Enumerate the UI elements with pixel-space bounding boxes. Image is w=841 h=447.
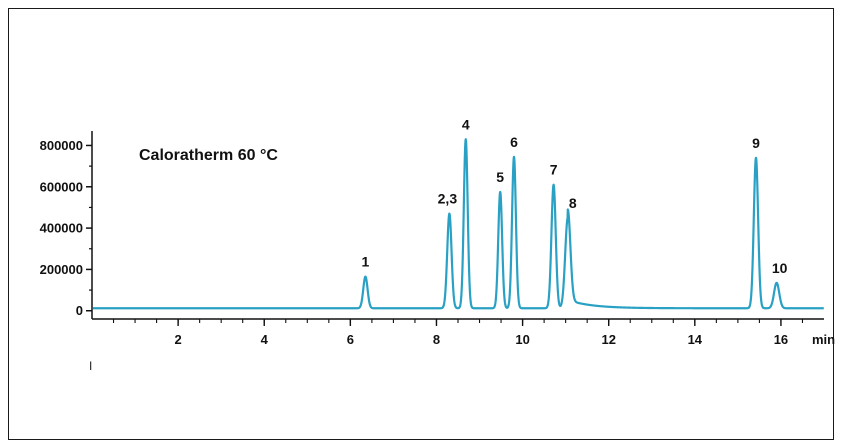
peak-label: 2,3 [438,191,458,207]
peak-label: 10 [772,260,788,276]
y-tick-label: 600000 [40,179,83,194]
x-tick-label: 2 [175,332,182,347]
y-tick-label: 200000 [40,262,83,277]
x-tick-label: 16 [774,332,788,347]
peak-label: 1 [362,254,370,270]
x-axis-unit-label: min [812,332,835,347]
y-tick-label: 0 [76,303,83,318]
peak-label: 8 [569,195,577,211]
x-tick-label: 8 [433,332,440,347]
chromatogram-trace [91,138,825,310]
peak-label: 5 [496,169,504,185]
x-tick-label: 6 [347,332,354,347]
y-tick-label: 400000 [40,221,83,236]
y-axis-ticks: 0 200000 400000 600000 800000 [40,138,92,318]
x-tick-label: 14 [688,332,703,347]
peak-label: 6 [510,134,518,150]
chart-title: Caloratherm 60 °C [139,147,278,164]
peak-label: 9 [752,135,760,151]
x-tick-label: 12 [601,332,615,347]
x-tick-label: 4 [261,332,269,347]
peak-label: 4 [462,116,470,132]
peak-label: 7 [550,162,558,178]
peak-labels: 1 2,3 4 5 6 7 8 9 10 [362,116,788,276]
stray-mark: I [89,359,92,373]
x-axis-ticks: 2 4 6 8 10 12 14 16 [112,319,804,347]
x-tick-label: 10 [515,332,529,347]
chart-frame: 0 200000 400000 600000 800000 2 4 6 8 10 12 14 16 1… [8,8,835,440]
y-tick-label: 800000 [40,138,83,153]
